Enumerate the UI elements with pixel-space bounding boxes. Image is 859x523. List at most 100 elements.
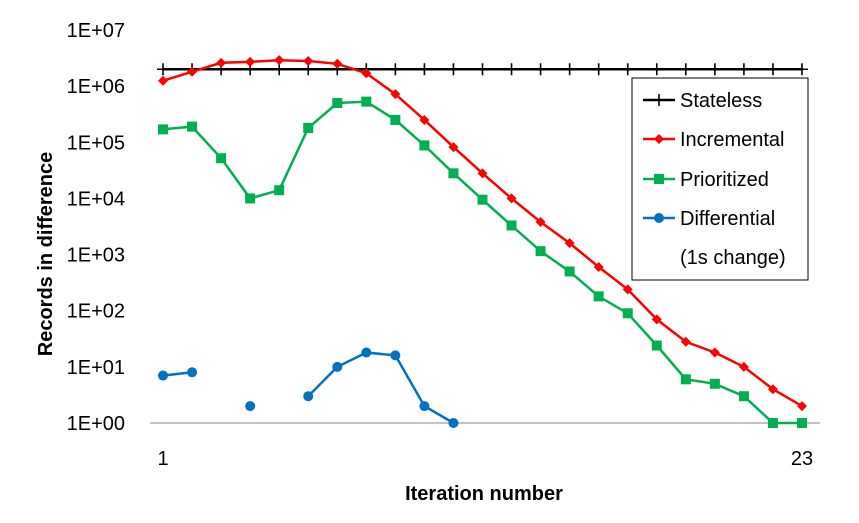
series-layer — [157, 55, 808, 428]
data-point-marker — [274, 55, 285, 66]
y-tick-label: 1E+02 — [67, 301, 125, 323]
data-point-marker — [505, 63, 518, 76]
data-point-marker — [654, 213, 664, 223]
legend-label: Prioritized — [680, 169, 769, 191]
data-point-marker — [390, 114, 401, 125]
data-point-marker — [622, 284, 633, 295]
legend: Stateless Incremental Prioritized Different… — [631, 77, 809, 281]
data-point-marker — [187, 121, 198, 132]
series-prioritized — [158, 96, 807, 428]
legend-entry: Prioritized — [643, 169, 769, 191]
data-point-marker — [158, 370, 168, 381]
data-point-marker — [564, 266, 575, 277]
data-point-marker — [157, 63, 169, 76]
data-point-marker — [476, 63, 489, 76]
series-differential — [158, 347, 459, 428]
data-point-marker — [796, 63, 808, 76]
data-point-marker — [535, 246, 546, 257]
data-point-marker — [303, 391, 314, 402]
data-point-marker — [654, 174, 664, 184]
data-point-marker — [653, 94, 665, 106]
data-point-marker — [245, 401, 256, 412]
y-tick-label: 1E+06 — [67, 76, 125, 98]
data-point-marker — [738, 361, 749, 372]
series-stateless — [157, 63, 808, 76]
legend-entry: Incremental — [643, 129, 785, 151]
data-point-marker — [679, 63, 692, 76]
data-point-marker — [680, 336, 691, 347]
y-axis-ticks: 1E+00 1E+01 1E+02 1E+03 1E+04 1E+05 1E+06 1E+07 — [67, 20, 125, 435]
data-point-marker — [448, 418, 459, 428]
data-point-marker — [593, 291, 604, 302]
data-point-marker — [303, 56, 314, 67]
data-point-marker — [390, 89, 401, 100]
data-point-marker — [245, 56, 256, 67]
data-point-marker — [274, 185, 285, 196]
data-point-marker — [506, 220, 517, 231]
data-point-marker — [797, 418, 807, 428]
data-point-marker — [654, 134, 664, 144]
data-point-marker — [158, 75, 168, 86]
legend-label: Incremental — [680, 129, 785, 151]
data-point-marker — [477, 194, 488, 205]
data-point-marker — [245, 193, 256, 204]
x-tick-label: 1 — [157, 448, 168, 470]
data-point-marker — [361, 96, 372, 107]
data-point-marker — [419, 140, 430, 151]
legend-entry: Differential (1s change) — [643, 208, 786, 269]
y-tick-label: 1E+05 — [67, 132, 125, 154]
series-incremental — [158, 55, 807, 412]
data-point-marker — [187, 66, 198, 77]
data-point-marker — [564, 238, 575, 249]
data-point-marker — [187, 367, 198, 378]
data-point-marker — [216, 57, 227, 68]
x-axis-title: Iteration number — [405, 483, 563, 505]
data-point-marker — [563, 63, 576, 76]
data-point-marker — [303, 122, 314, 133]
data-point-marker — [390, 350, 401, 361]
data-point-marker — [534, 63, 547, 76]
y-tick-label: 1E+04 — [67, 188, 125, 210]
data-point-marker — [506, 193, 517, 204]
data-point-marker — [535, 217, 546, 228]
x-tick-label: 23 — [791, 448, 813, 470]
data-point-marker — [651, 340, 662, 351]
data-point-marker — [477, 168, 488, 179]
y-tick-label: 1E+03 — [67, 245, 125, 267]
data-point-marker — [332, 58, 343, 69]
legend-entry: Stateless — [643, 90, 762, 112]
data-point-marker — [738, 391, 749, 402]
legend-label-note: (1s change) — [680, 247, 786, 269]
x-axis-ticks: 1 23 — [157, 448, 813, 470]
data-point-marker — [447, 63, 460, 76]
data-point-marker — [419, 401, 430, 412]
data-point-marker — [419, 114, 430, 125]
data-point-marker — [737, 63, 750, 76]
legend-label: Stateless — [680, 90, 762, 112]
data-point-marker — [622, 308, 633, 319]
data-point-marker — [158, 124, 168, 135]
y-tick-label: 1E+07 — [67, 20, 125, 42]
data-point-marker — [448, 168, 459, 179]
y-axis-title: Records in difference — [35, 152, 57, 357]
data-point-marker — [797, 401, 807, 412]
data-point-marker — [418, 63, 431, 76]
data-point-marker — [650, 63, 663, 76]
data-point-marker — [680, 374, 691, 385]
data-point-marker — [592, 63, 605, 76]
data-point-marker — [767, 418, 778, 428]
data-point-marker — [621, 63, 634, 76]
data-point-marker — [709, 378, 720, 389]
data-point-marker — [766, 63, 779, 76]
y-tick-label: 1E+01 — [67, 357, 125, 379]
data-point-marker — [709, 347, 720, 358]
data-point-marker — [273, 63, 286, 76]
data-point-marker — [708, 63, 721, 76]
data-point-marker — [651, 314, 662, 325]
series-line — [307, 351, 455, 425]
data-point-marker — [389, 63, 402, 76]
data-point-marker — [361, 68, 372, 79]
data-point-marker — [767, 384, 778, 395]
data-point-marker — [332, 98, 343, 109]
data-point-marker — [448, 142, 459, 153]
